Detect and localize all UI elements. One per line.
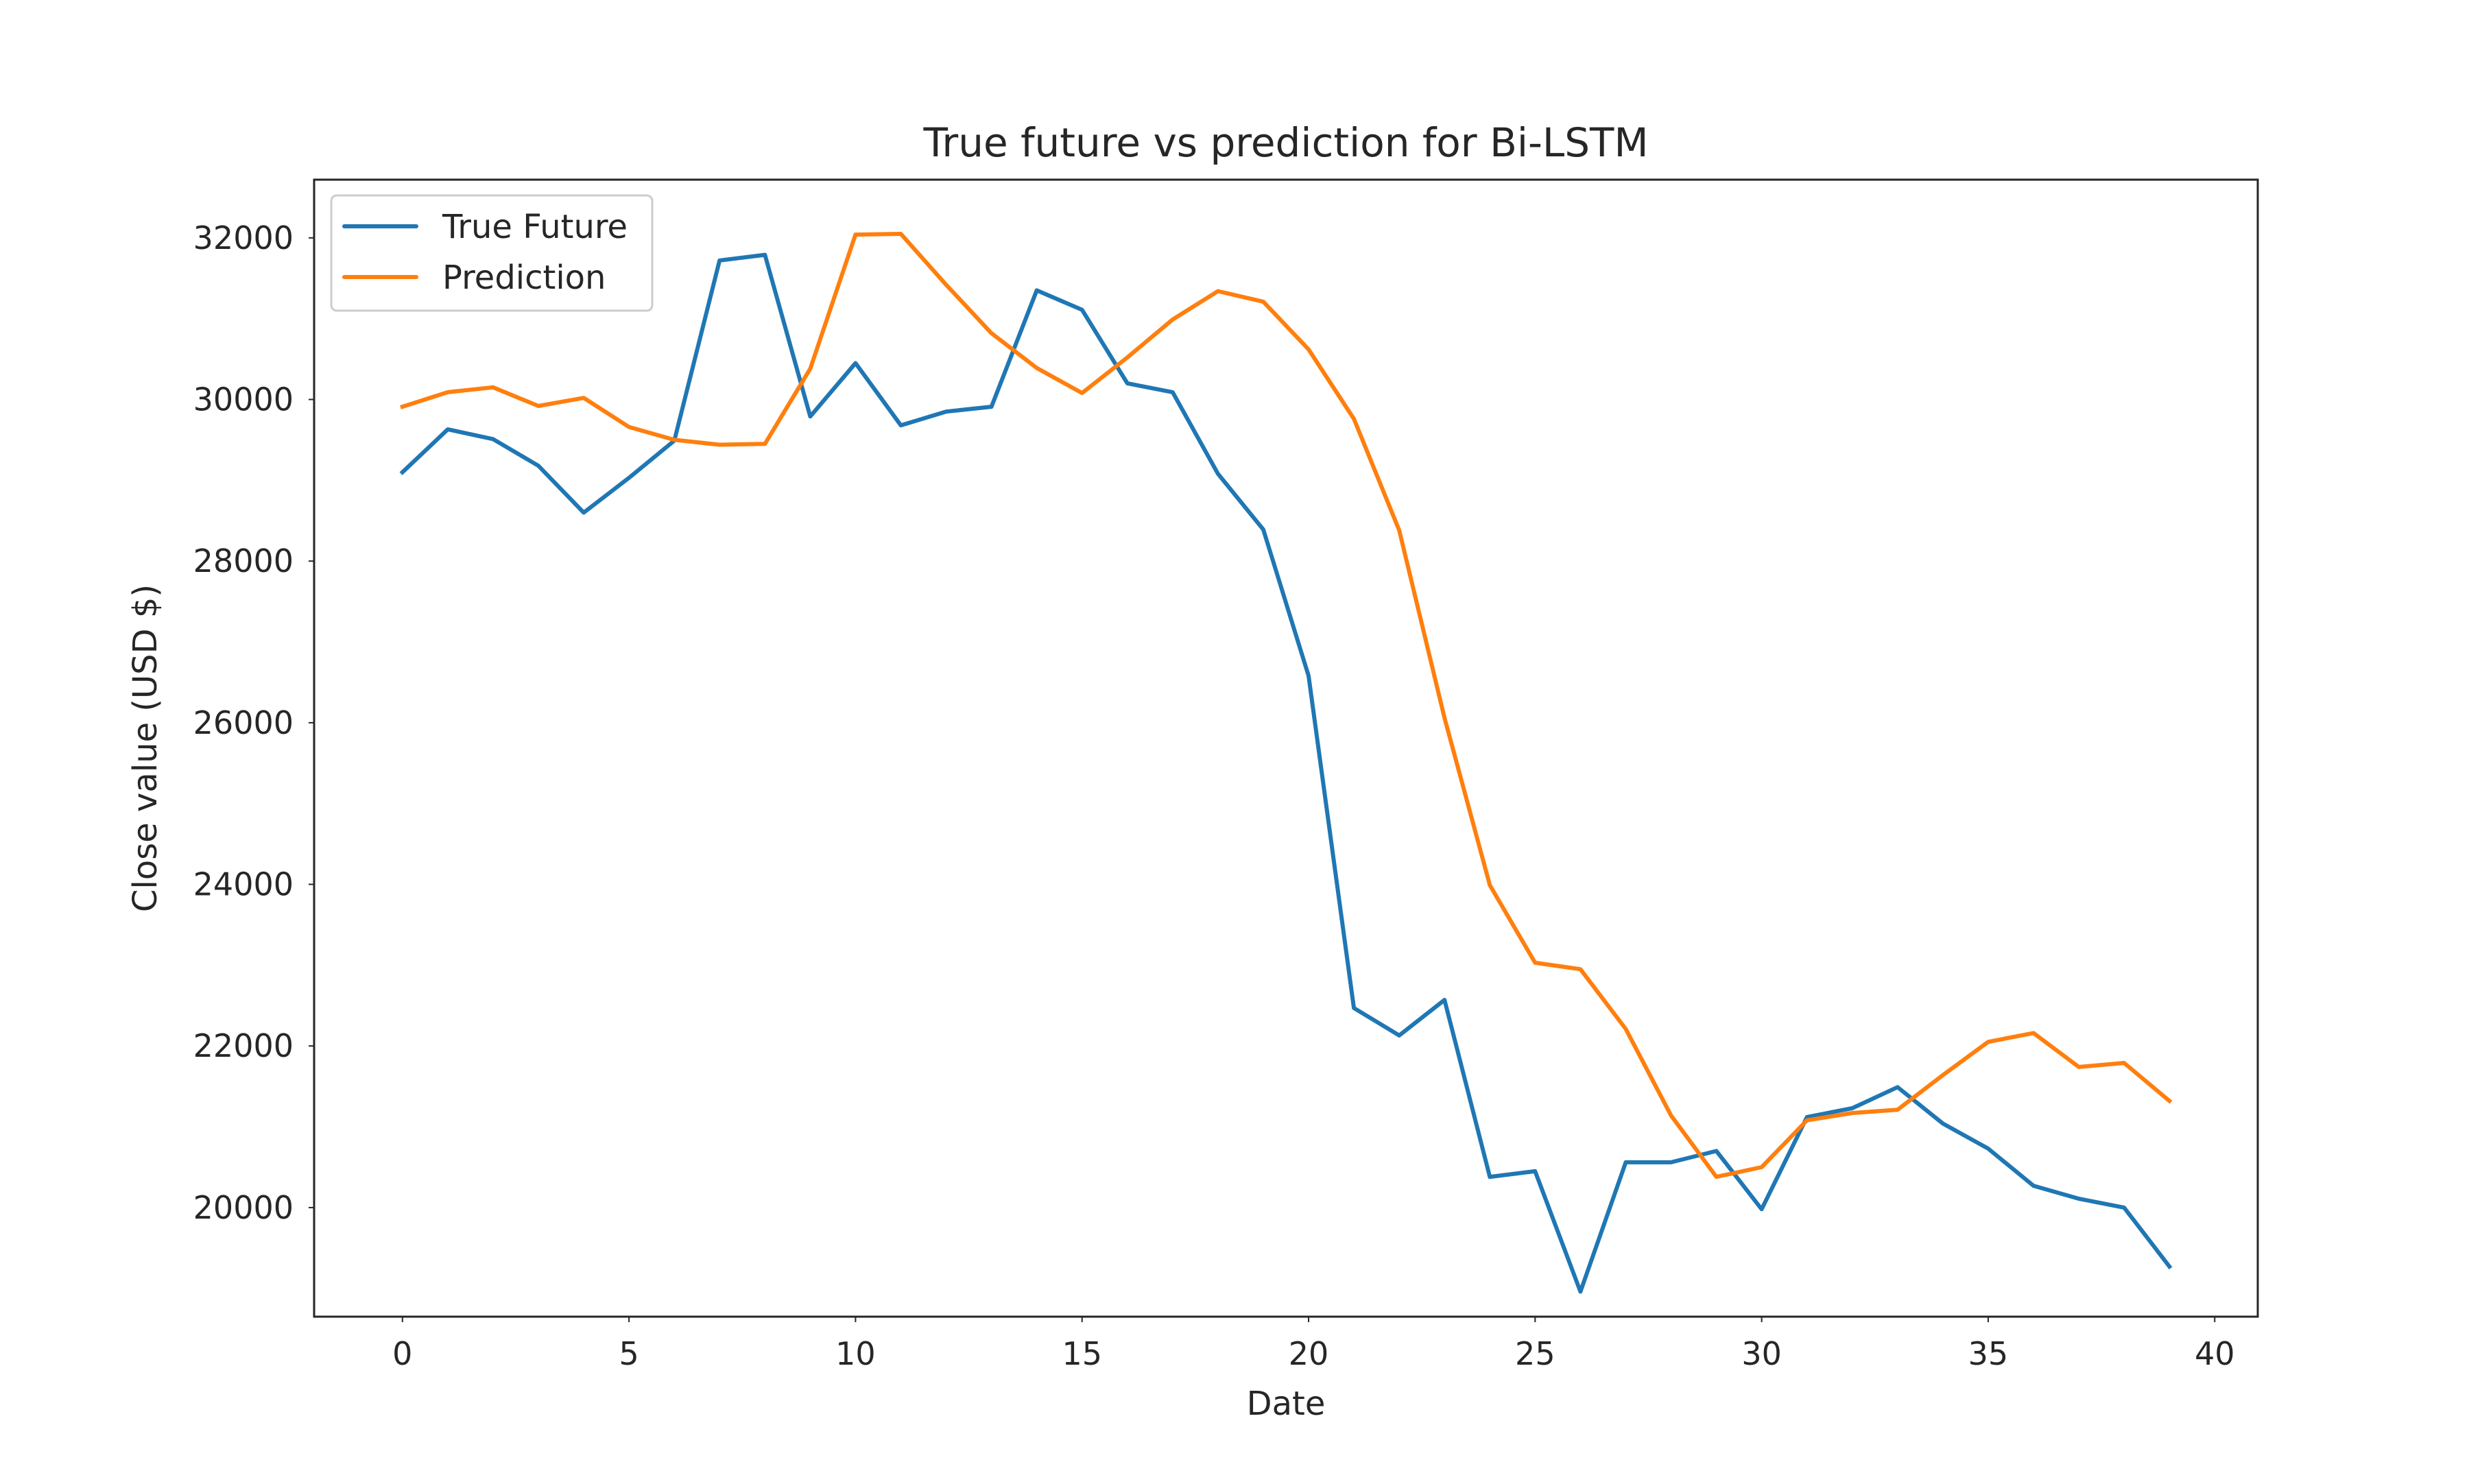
x-tick-label: 5 bbox=[619, 1335, 639, 1372]
x-axis-ticks: 0 5 10 15 20 25 30 35 40 bbox=[392, 1317, 2235, 1372]
x-tick-label: 25 bbox=[1515, 1335, 1555, 1372]
chart-title: True future vs prediction for Bi-LSTM bbox=[922, 119, 1648, 166]
x-tick-label: 20 bbox=[1289, 1335, 1329, 1372]
x-axis-label: Date bbox=[1247, 1385, 1326, 1423]
x-tick-label: 35 bbox=[1968, 1335, 2009, 1372]
y-tick-label: 30000 bbox=[193, 381, 294, 418]
x-tick-label: 40 bbox=[2195, 1335, 2235, 1372]
y-tick-label: 32000 bbox=[193, 219, 294, 256]
y-axis-label: Close value (USD $) bbox=[126, 584, 165, 912]
x-tick-label: 15 bbox=[1062, 1335, 1102, 1372]
x-tick-label: 10 bbox=[835, 1335, 876, 1372]
y-axis-ticks: 20000 22000 24000 26000 28000 30000 32000 bbox=[193, 219, 314, 1226]
series-line-true-future bbox=[399, 252, 2173, 1294]
legend: True Future Prediction bbox=[330, 194, 654, 312]
plot-area-frame bbox=[313, 178, 2259, 1318]
y-tick-label: 28000 bbox=[193, 542, 294, 579]
y-tick-label: 20000 bbox=[193, 1189, 294, 1226]
series-line-prediction bbox=[400, 232, 2173, 1180]
y-tick-label: 22000 bbox=[193, 1027, 294, 1064]
legend-label-true-future: True Future bbox=[442, 208, 628, 246]
y-tick-label: 24000 bbox=[193, 866, 294, 903]
series-lines bbox=[399, 232, 2173, 1294]
x-tick-label: 30 bbox=[1741, 1335, 1782, 1372]
x-tick-label: 0 bbox=[392, 1335, 412, 1372]
y-tick-label: 26000 bbox=[193, 704, 294, 741]
legend-label-prediction: Prediction bbox=[442, 259, 606, 297]
